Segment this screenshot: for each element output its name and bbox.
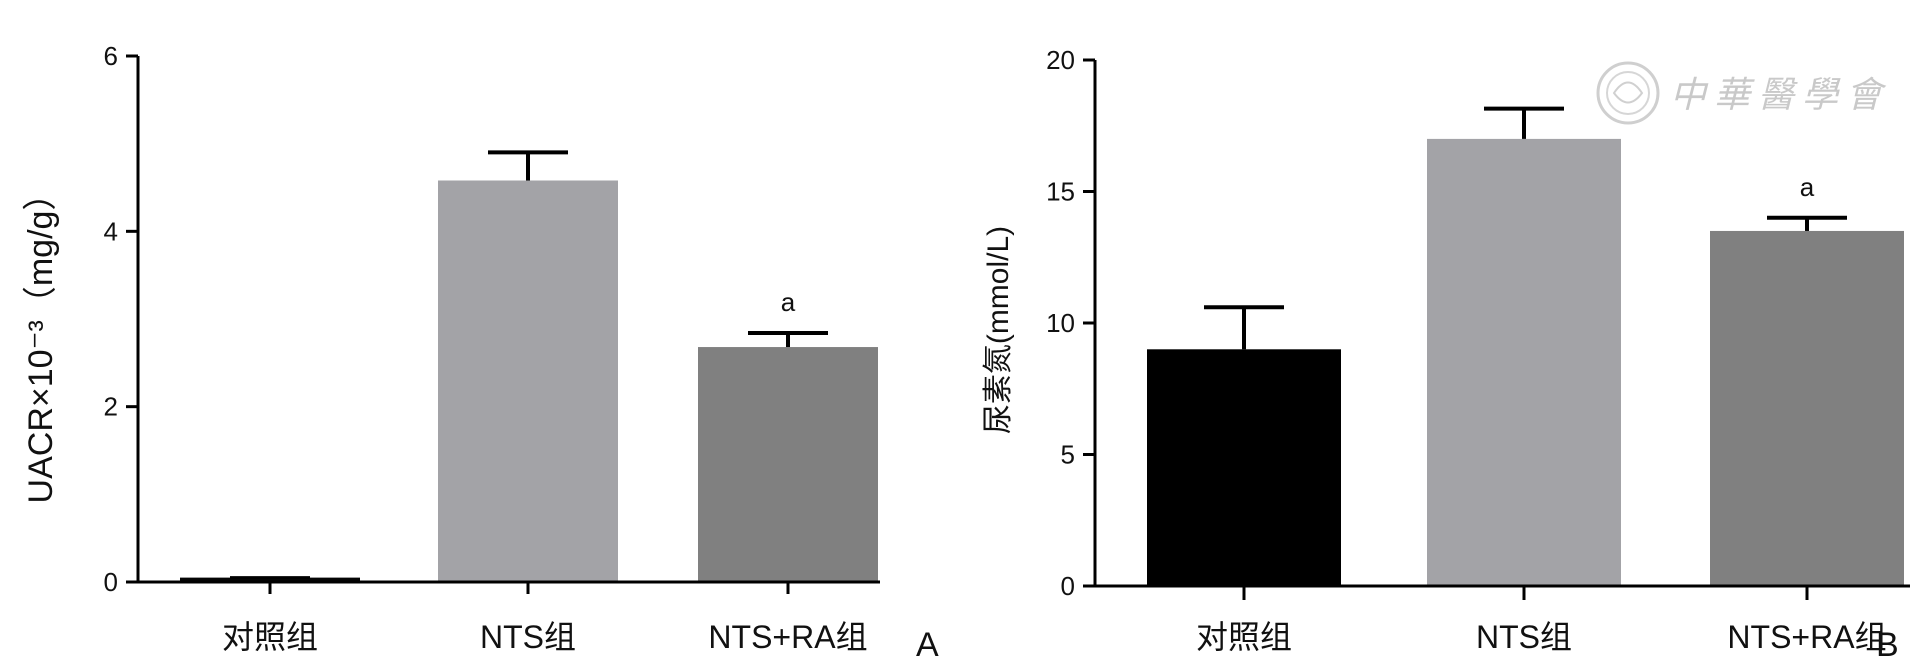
panel-a-y-axis-title: UACR×10⁻³（mg/g） (22, 177, 60, 504)
panel-a-y-tick-label-1: 2 (104, 392, 118, 422)
panel-a-category-label-1: 对照组 (222, 619, 318, 655)
society-seal-icon (1596, 61, 1660, 125)
panel-a-category-label-2: NTS组 (480, 619, 576, 655)
watermark: 中華醫學會 (1596, 61, 1890, 125)
panel-b-bar-2 (1427, 138, 1621, 586)
panel-b-annotation-3: a (1800, 172, 1815, 202)
panel-b-y-tick-label-0: 0 (1061, 571, 1075, 601)
panel-a-bar-3 (698, 347, 878, 582)
panel-b-category-label-2: NTS组 (1476, 619, 1572, 655)
panel-b-y-axis-title: 尿素氮(mmol/L) (982, 226, 1015, 434)
panel-b-category-label-3: NTS+RA组 (1727, 619, 1886, 655)
panel-b-y-tick-label-3: 15 (1046, 177, 1075, 207)
panel-b-bar-1 (1147, 349, 1341, 586)
panel-b-y-tick-label-4: 20 (1046, 45, 1075, 75)
panel-a-chart: UACR×10⁻³（mg/g） A a 0 2 4 6 对照组 NTS组 NTS+RA组 (22, 41, 939, 664)
panel-a-y-tick-label-0: 0 (104, 567, 118, 597)
panel-a-y-tick-label-2: 4 (104, 216, 118, 246)
panel-a-bar-1 (180, 577, 360, 582)
panel-b-category-label-1: 对照组 (1196, 619, 1292, 655)
panel-b-y-tick-label-2: 10 (1046, 308, 1075, 338)
panel-b-y-tick-label-1: 5 (1061, 440, 1075, 470)
panel-a-annotation-3: a (781, 287, 796, 317)
panel-a-category-label-3: NTS+RA组 (708, 619, 867, 655)
panel-a-bar-2 (438, 180, 618, 582)
panel-b-chart: 尿素氮(mmol/L) B a 0 5 10 15 20 对照组 NTS组 NTS+RA组 (982, 45, 1910, 664)
panel-b-bar-3 (1710, 230, 1904, 586)
panel-a-y-tick-label-3: 6 (104, 41, 118, 71)
watermark-text: 中華醫學會 (1670, 75, 1890, 116)
panel-b-letter: B (1876, 626, 1899, 664)
panel-a-letter: A (916, 626, 939, 664)
